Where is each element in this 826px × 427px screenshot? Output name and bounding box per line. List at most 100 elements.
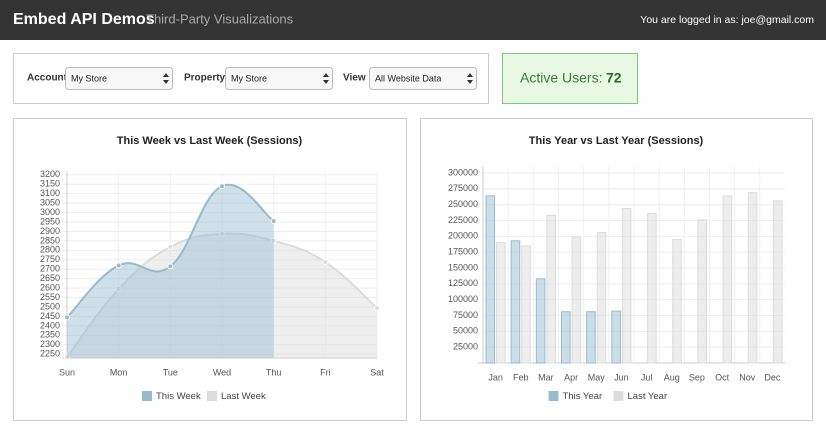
x-tick-label: Thu [266, 367, 282, 377]
x-tick-label: Nov [739, 372, 756, 382]
point [219, 183, 225, 190]
bar [586, 311, 596, 364]
y-tick-label: 2800 [40, 245, 60, 255]
x-tick-label: Mar [538, 372, 554, 382]
bar [697, 219, 708, 364]
bar [496, 242, 506, 364]
x-tick-label: Sep [689, 372, 705, 382]
bar [571, 236, 582, 364]
active-users-panel [502, 53, 638, 104]
legend-swatch [548, 391, 559, 401]
y-tick-label: 2250 [40, 349, 60, 359]
app-title: Embed API Demos [13, 11, 155, 28]
header-bar [0, 0, 826, 40]
x-tick-label: Fri [320, 367, 331, 377]
active-users-label: Active Users: [520, 70, 602, 86]
y-tick-label: 3050 [40, 197, 60, 207]
x-tick-label: Dec [764, 372, 781, 382]
legend-label: Last Year [628, 391, 668, 402]
point [374, 304, 380, 311]
y-tick-label: 2750 [40, 254, 60, 264]
bar [621, 207, 632, 364]
point [64, 354, 70, 361]
y-tick-label: 25000 [453, 342, 478, 352]
bar [546, 214, 557, 364]
point [270, 237, 277, 244]
y-tick-label: 3100 [40, 188, 60, 198]
x-tick-label: Sun [59, 367, 75, 377]
y-tick-label: 2600 [40, 282, 60, 292]
x-tick-label: Wed [213, 367, 231, 377]
y-tick-label: 75000 [453, 310, 478, 320]
x-tick-label: Jan [488, 372, 503, 382]
bar [535, 278, 546, 364]
y-tick-label: 150000 [448, 262, 478, 272]
y-tick-label: 2850 [40, 235, 60, 245]
x-tick-label: Mon [110, 367, 128, 377]
x-tick-label: Tue [163, 367, 178, 377]
area [67, 184, 274, 358]
select-arrow [163, 73, 169, 84]
x-tick-label: Oct [715, 372, 730, 382]
y-tick-label: 200000 [448, 231, 478, 241]
point [64, 314, 70, 321]
y-tick-label: 175000 [448, 247, 478, 257]
y-tick-label: 2650 [40, 273, 60, 283]
x-tick-label: Sat [370, 367, 384, 377]
point [167, 263, 174, 270]
y-tick-label: 100000 [448, 294, 478, 304]
select-value: All Website Data [375, 73, 441, 83]
y-tick-label: 50000 [453, 326, 478, 336]
y-tick-label: 2300 [40, 339, 60, 349]
control-label: Property [184, 73, 226, 84]
bar [510, 240, 521, 364]
bar [672, 239, 682, 364]
y-tick-label: 2950 [40, 216, 60, 226]
bar [596, 232, 607, 364]
y-tick-label: 3000 [40, 207, 60, 217]
bar [521, 245, 531, 364]
legend-swatch [613, 391, 624, 401]
select-arrow [467, 73, 473, 84]
bar [772, 200, 783, 364]
y-tick-label: 2500 [40, 301, 60, 311]
x-tick-label: Jun [614, 372, 629, 382]
bar [647, 213, 657, 364]
select-box [225, 67, 333, 90]
y-tick-label: 2450 [40, 311, 60, 321]
point [167, 243, 174, 250]
y-tick-label: 2550 [40, 292, 60, 302]
y-tick-label: 125000 [448, 278, 478, 288]
select-value: My Store [71, 73, 107, 83]
x-tick-label: May [588, 372, 606, 382]
select-box [369, 67, 477, 90]
chart-title: This Year vs Last Year (Sessions) [529, 135, 704, 147]
x-tick-label: Aug [664, 372, 680, 382]
legend-swatch [142, 391, 152, 401]
y-tick-label: 225000 [448, 215, 478, 225]
y-tick-label: 2700 [40, 264, 60, 274]
x-tick-label: Apr [564, 372, 578, 382]
bar [722, 195, 733, 364]
user-info: You are logged in as: joe@gmail.com [640, 14, 814, 26]
bar [747, 192, 758, 364]
bar [561, 311, 571, 364]
select-value: My Store [231, 73, 267, 83]
point [115, 286, 122, 293]
y-tick-label: 3150 [40, 179, 60, 189]
y-tick-label: 2350 [40, 330, 60, 340]
y-tick-label: 3200 [40, 169, 60, 179]
point [322, 259, 329, 266]
select-box [65, 67, 173, 90]
bar [611, 310, 621, 364]
y-tick-label: 2900 [40, 226, 60, 236]
point [270, 218, 277, 225]
control-label: View [343, 73, 366, 84]
chart-title: This Week vs Last Week (Sessions) [117, 135, 303, 147]
legend-label: This Year [563, 391, 603, 402]
y-tick-label: 250000 [448, 199, 478, 209]
legend-label: This Week [156, 391, 201, 402]
legend-label: Last Week [221, 391, 266, 402]
